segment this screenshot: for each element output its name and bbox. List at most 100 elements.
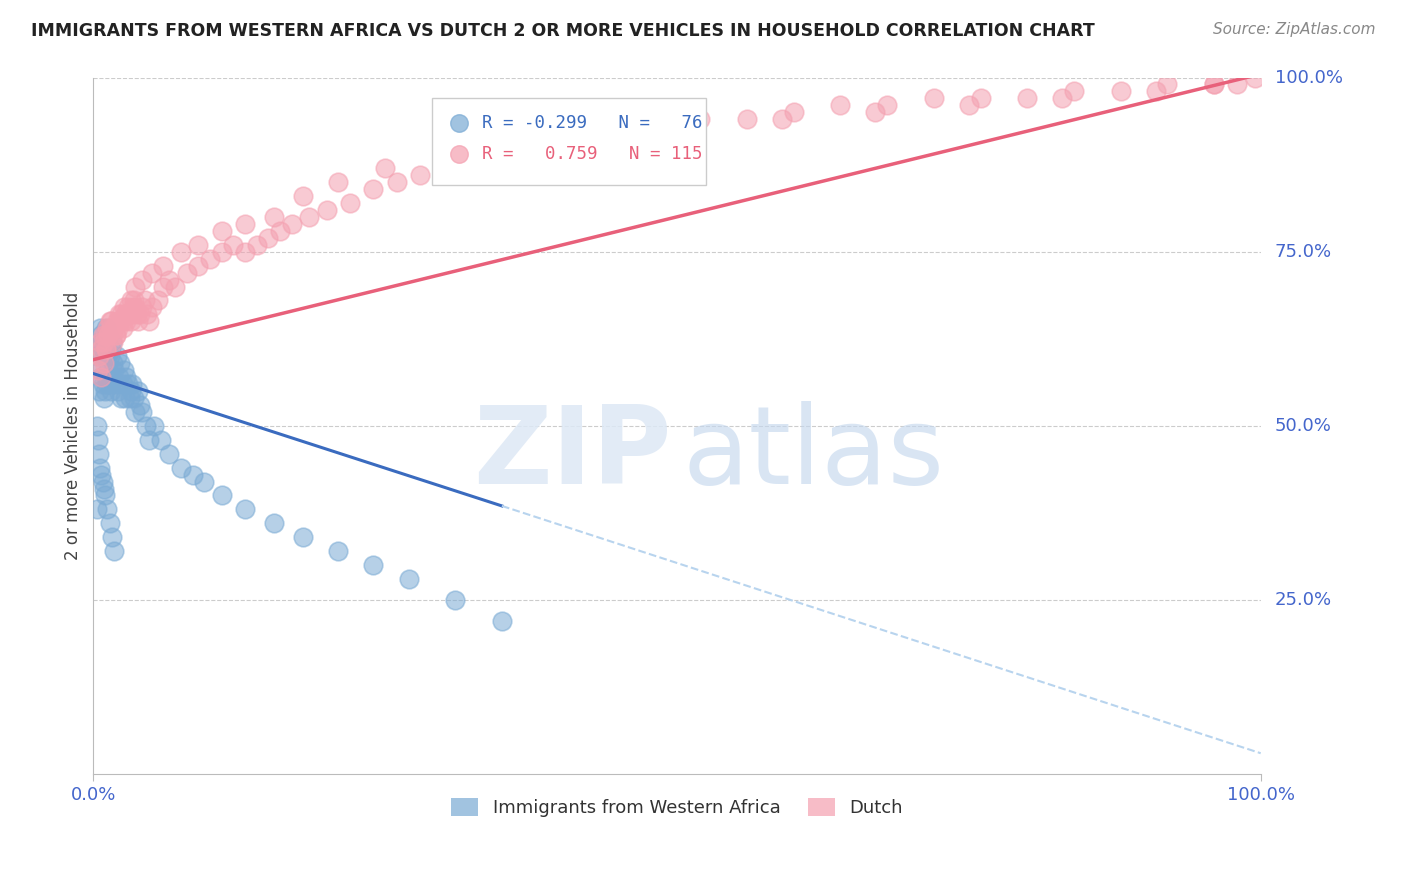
Point [107,321,129,335]
Point [122,293,145,308]
Point [90,370,112,384]
Point [89,447,111,461]
Point [100,314,122,328]
Point [89,384,111,398]
Point [96,321,118,335]
Point [89,335,111,350]
Point [111,314,134,328]
Point [409,168,432,182]
Point [1109,85,1132,99]
Point [120,293,142,308]
Point [93,349,115,363]
Point [491,614,513,628]
Point [233,502,256,516]
Point [101,530,124,544]
Y-axis label: 2 or more Vehicles in Household: 2 or more Vehicles in Household [65,292,82,560]
Point [100,384,122,398]
Text: atlas: atlas [683,401,945,507]
Point [105,349,128,363]
Point [491,147,513,161]
Point [89,321,111,335]
Point [100,342,122,356]
Point [1202,78,1225,92]
Text: Source: ZipAtlas.com: Source: ZipAtlas.com [1212,22,1375,37]
Point [90,370,112,384]
Point [876,98,898,112]
Point [432,154,454,169]
Point [118,307,141,321]
Point [385,175,408,189]
Point [157,447,180,461]
Point [96,321,118,335]
Point [110,391,132,405]
Point [1202,78,1225,92]
Point [583,133,606,147]
Point [120,384,142,398]
Point [122,301,145,315]
Point [96,342,118,356]
Text: 100.0%: 100.0% [1275,69,1343,87]
Point [561,133,583,147]
Point [187,237,209,252]
Point [96,342,118,356]
Point [187,259,209,273]
Point [93,391,115,405]
Point [526,140,548,154]
Point [922,91,945,105]
Point [246,237,269,252]
Point [150,433,173,447]
Point [689,112,711,127]
Point [90,342,112,356]
Point [127,384,149,398]
Text: IMMIGRANTS FROM WESTERN AFRICA VS DUTCH 2 OR MORE VEHICLES IN HOUSEHOLD CORRELAT: IMMIGRANTS FROM WESTERN AFRICA VS DUTCH … [31,22,1095,40]
Point [152,259,174,273]
Point [127,314,149,328]
Point [117,301,139,315]
Point [94,328,117,343]
Point [115,307,138,321]
Point [1226,78,1249,92]
Point [502,140,524,154]
Point [87,363,110,377]
Point [89,335,111,350]
Point [124,279,146,293]
Point [104,328,127,343]
Point [176,266,198,280]
Point [211,224,233,238]
Point [91,475,114,489]
Point [101,335,124,350]
Point [96,349,118,363]
Point [398,572,420,586]
Point [1156,78,1178,92]
Point [114,307,136,321]
Point [108,314,131,328]
Point [98,349,121,363]
Point [678,120,700,134]
Point [101,328,124,343]
Point [94,488,117,502]
Point [269,224,291,238]
Point [447,147,470,161]
Point [117,377,139,392]
Point [1063,85,1085,99]
Point [233,217,256,231]
Point [96,377,118,392]
Point [97,328,120,343]
Point [90,328,112,343]
Point [865,105,887,120]
Point [97,328,120,343]
Point [103,363,125,377]
Point [101,321,124,335]
FancyBboxPatch shape [432,98,706,186]
Point [101,356,124,370]
Point [138,433,160,447]
Point [101,335,124,350]
Point [643,120,665,134]
Point [157,272,180,286]
Point [86,502,108,516]
Point [328,175,350,189]
Point [141,301,163,315]
Point [110,307,132,321]
Point [596,126,619,140]
Point [108,356,131,370]
